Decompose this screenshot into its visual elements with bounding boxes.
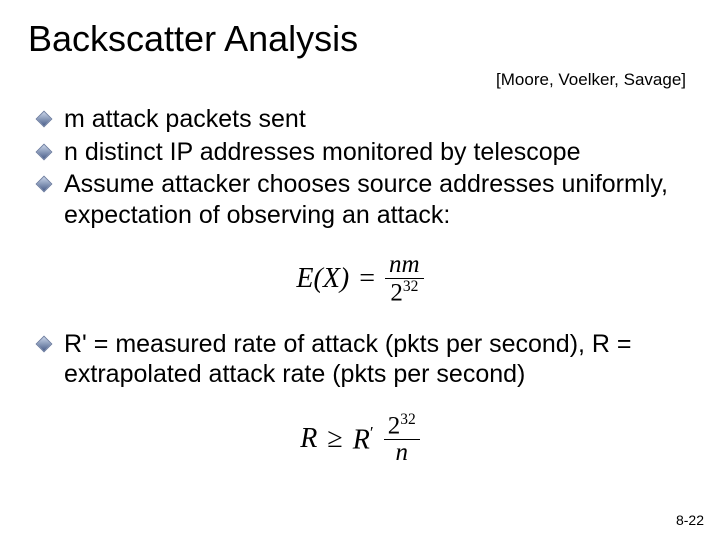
formula-inline: E(X) = nm 232 — [296, 252, 423, 307]
num-exp: 32 — [400, 411, 416, 428]
bullet-text: m attack packets sent — [64, 104, 306, 135]
slide: Backscatter Analysis [Moore, Voelker, Sa… — [0, 0, 720, 540]
prime-mark: ′ — [370, 423, 374, 442]
fraction-numerator: nm — [385, 252, 424, 278]
bullet-group-1: m attack packets sent n distinct IP addr… — [28, 104, 692, 230]
equals-sign: = — [359, 263, 375, 295]
citation-text: [Moore, Voelker, Savage] — [28, 70, 692, 90]
bullet-item: n distinct IP addresses monitored by tel… — [38, 137, 692, 168]
fraction: 232 n — [384, 412, 420, 467]
diamond-bullet-icon — [36, 143, 53, 160]
bullet-item: m attack packets sent — [38, 104, 692, 135]
diamond-bullet-icon — [36, 176, 53, 193]
formula-expectation: E(X) = nm 232 — [28, 252, 692, 307]
bullet-group-2: R' = measured rate of attack (pkts per s… — [28, 329, 692, 390]
formula-lhs: E(X) — [296, 263, 349, 295]
fraction-denominator: n — [391, 440, 412, 466]
page-number: 8-22 — [676, 512, 704, 528]
geq-sign: ≥ — [327, 423, 342, 455]
formula-rate: R ≥ R′ 232 n — [28, 412, 692, 467]
fraction-denominator: 232 — [386, 279, 422, 307]
formula-Rprime: R′ — [353, 423, 374, 456]
bullet-text: R' = measured rate of attack (pkts per s… — [64, 329, 692, 390]
bullet-item: Assume attacker chooses source addresses… — [38, 169, 692, 230]
num-base: 2 — [388, 412, 401, 439]
fraction-numerator: 232 — [384, 412, 420, 440]
bullet-item: R' = measured rate of attack (pkts per s… — [38, 329, 692, 390]
formula-inline: R ≥ R′ 232 n — [300, 412, 419, 467]
slide-title: Backscatter Analysis — [28, 18, 692, 60]
den-exp: 32 — [403, 278, 419, 295]
bullet-text: Assume attacker chooses source addresses… — [64, 169, 692, 230]
bullet-text: n distinct IP addresses monitored by tel… — [64, 137, 581, 168]
diamond-bullet-icon — [36, 111, 53, 128]
den-base: 2 — [390, 280, 403, 307]
fraction: nm 232 — [385, 252, 424, 307]
r-base: R — [353, 424, 370, 455]
diamond-bullet-icon — [36, 335, 53, 352]
formula-R: R — [300, 423, 317, 455]
